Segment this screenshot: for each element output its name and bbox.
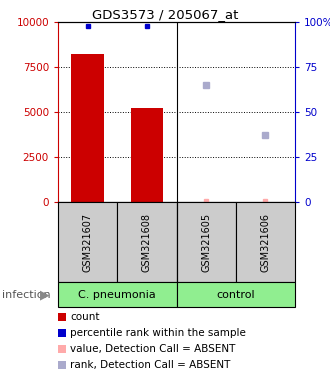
Bar — [117, 202, 177, 282]
Text: rank, Detection Call = ABSENT: rank, Detection Call = ABSENT — [70, 360, 230, 370]
Bar — [58, 282, 177, 307]
Text: count: count — [70, 312, 100, 322]
Text: GDS3573 / 205067_at: GDS3573 / 205067_at — [92, 8, 238, 21]
Text: GSM321608: GSM321608 — [142, 212, 152, 271]
Text: control: control — [216, 290, 255, 300]
Text: infection: infection — [2, 290, 50, 300]
Text: C. pneumonia: C. pneumonia — [79, 290, 156, 300]
Bar — [236, 202, 295, 282]
Bar — [71, 55, 104, 202]
Bar — [177, 282, 295, 307]
Bar — [177, 202, 236, 282]
Text: GSM321607: GSM321607 — [82, 212, 93, 271]
Text: GSM321605: GSM321605 — [201, 212, 211, 271]
Text: ▶: ▶ — [40, 288, 50, 301]
Bar — [131, 108, 163, 202]
Text: value, Detection Call = ABSENT: value, Detection Call = ABSENT — [70, 344, 235, 354]
Text: percentile rank within the sample: percentile rank within the sample — [70, 328, 246, 338]
Text: GSM321606: GSM321606 — [260, 212, 270, 271]
Bar — [58, 202, 117, 282]
